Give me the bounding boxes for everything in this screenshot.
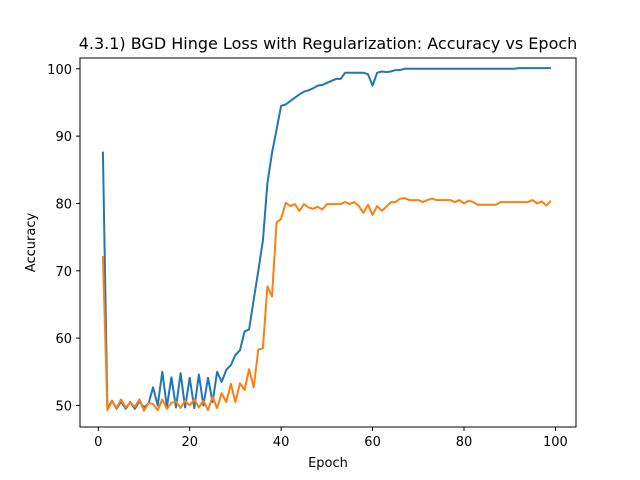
x-tick-label: 60 [364, 435, 381, 450]
y-tick-label: 100 [47, 63, 72, 78]
series-line-1 [101, 67, 551, 410]
x-tick-label: 20 [181, 435, 198, 450]
y-tick-label: 60 [55, 332, 72, 347]
series-layer [101, 67, 552, 412]
chart-title: 4.3.1) BGD Hinge Loss with Regularizatio… [79, 34, 578, 53]
y-tick-label: 70 [55, 265, 72, 280]
plot-area [80, 58, 576, 427]
x-tick-label: 0 [94, 435, 102, 450]
x-axis: 0 20 40 60 80 100 [94, 427, 568, 450]
y-axis-label: Accuracy [24, 213, 39, 273]
y-axis: 50 60 70 80 90 100 [47, 63, 80, 414]
x-tick-label: 40 [273, 435, 290, 450]
y-tick-label: 50 [55, 399, 72, 414]
x-tick-label: 80 [456, 435, 473, 450]
y-tick-label: 90 [55, 130, 72, 145]
x-axis-label: Epoch [308, 456, 348, 471]
y-tick-label: 80 [55, 197, 72, 212]
series-line-2 [101, 197, 552, 412]
plot-frame [79, 57, 577, 428]
x-tick-label: 100 [543, 435, 568, 450]
